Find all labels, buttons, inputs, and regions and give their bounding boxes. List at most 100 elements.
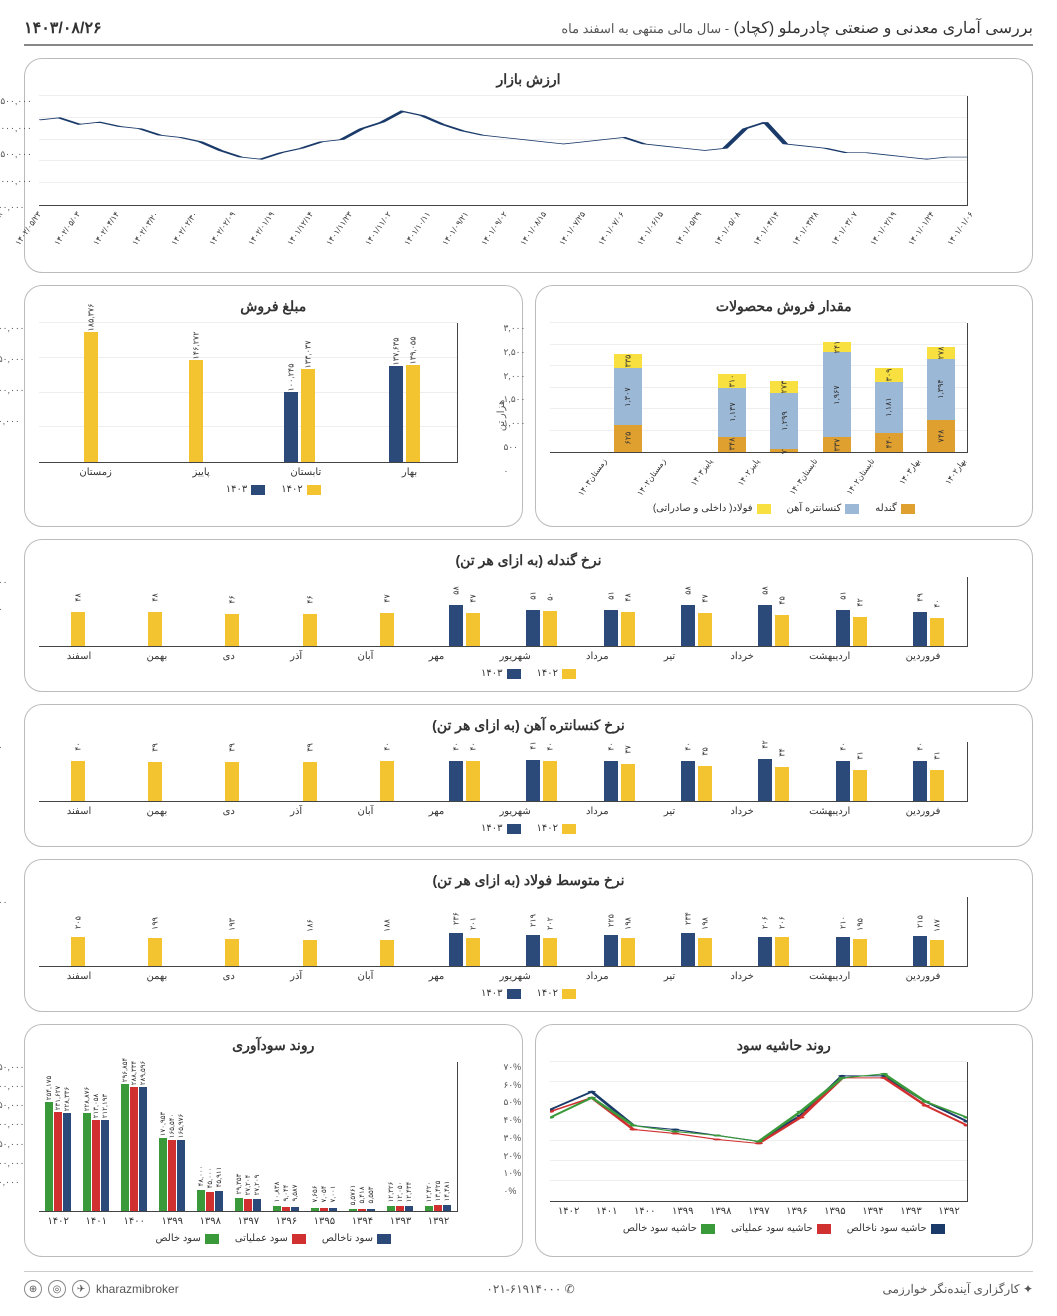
bar: ۲۳۴ bbox=[681, 933, 695, 966]
bar-group: ۴۶ bbox=[194, 614, 271, 646]
bar: ۲۹,۳۵۳ bbox=[235, 1198, 243, 1211]
phone-icon: ✆ bbox=[565, 1282, 575, 1296]
bar: ۱۶۵,۹۷۶ bbox=[177, 1140, 185, 1211]
y-tick: ۱۰۰ bbox=[0, 577, 8, 588]
bar-group: ۱۲,۴۳۴۱۲,۰۵۰۱۲,۳۲۶ bbox=[381, 1206, 419, 1211]
bar: ۲۱۰ bbox=[836, 937, 850, 966]
bar: ۲۲۸,۸۷۶ bbox=[83, 1113, 91, 1211]
bar: ۴۰ bbox=[449, 761, 463, 801]
y-tick: ۵۰ bbox=[0, 604, 3, 615]
stacked-bar: ۷۴۸۱,۳۹۴۲۷۸ bbox=[915, 347, 967, 452]
bar: ۷,۶۵۶ bbox=[311, 1208, 319, 1211]
bar-group: ۲۲۸,۳۳۶۲۳۱,۶۲۷۲۵۴,۱۷۵ bbox=[39, 1102, 77, 1211]
bar-group: ۴۰ bbox=[348, 761, 425, 801]
bar: ۱۲,۴۳۴ bbox=[405, 1206, 413, 1211]
bar: ۱۳۷,۶۳۵ bbox=[389, 366, 403, 462]
bar-group: ۱۹۸۲۳۴ bbox=[658, 933, 735, 966]
bar: ۲۵۴,۱۷۵ bbox=[45, 1102, 53, 1211]
x-label: آبان bbox=[357, 971, 373, 982]
bar: ۲۱۳,۰۵۸ bbox=[92, 1120, 100, 1211]
y-tick: ۲۰۰,۰۰۰ bbox=[0, 1119, 25, 1130]
bar: ۵۸ bbox=[681, 605, 695, 646]
instagram-icon[interactable]: ◎ bbox=[48, 1280, 66, 1298]
bar-group: ۴۸ bbox=[116, 612, 193, 646]
bar-group: ۲۰۲۲۱۹ bbox=[503, 935, 580, 966]
bar: ۷,۰۰۱ bbox=[329, 1208, 337, 1211]
bar: ۵۱ bbox=[526, 610, 540, 646]
bar-group: ۲۰۱۲۳۶ bbox=[426, 933, 503, 966]
bar: ۱۹۸ bbox=[698, 938, 712, 966]
legend-item: سود خالص bbox=[156, 1233, 219, 1244]
stacked-bar: ۷۳۱,۲۹۹۲۷۳ bbox=[758, 381, 810, 452]
x-label: خرداد bbox=[730, 971, 753, 982]
bar: ۳۴ bbox=[775, 767, 789, 801]
x-label: دی bbox=[223, 651, 235, 662]
bar: ۵۰ bbox=[543, 611, 557, 646]
x-label: اسفند bbox=[67, 651, 91, 662]
x-label: تیر bbox=[664, 806, 675, 817]
footer-social: kharazmibroker ✈ ◎ ⊕ bbox=[24, 1280, 179, 1298]
bar-group: ۱۸۵,۳۷۶ bbox=[39, 332, 143, 462]
bar: ۲۱۵ bbox=[913, 936, 927, 966]
bar: ۴۸ bbox=[148, 612, 162, 646]
bar-group: ۱۹۹ bbox=[116, 938, 193, 966]
bar: ۱۳,۴۲۵ bbox=[434, 1205, 442, 1211]
web-icon[interactable]: ⊕ bbox=[24, 1280, 42, 1298]
bar-group: ۱۳۹,۰۵۵۱۳۷,۶۳۵ bbox=[352, 365, 456, 462]
y-tick: ۵۰۰,۰۰۰ bbox=[0, 202, 25, 213]
profit-trend-panel: روند سودآوری ۳۵۰,۰۰۰۳۰۰,۰۰۰۲۵۰,۰۰۰۲۰۰,۰۰… bbox=[24, 1024, 523, 1257]
bar: ۳۱ bbox=[853, 770, 867, 801]
bar-group: ۱۹۸۲۲۵ bbox=[580, 935, 657, 967]
y-tick: ۲,۰۰۰,۰۰۰ bbox=[0, 123, 32, 134]
telegram-icon[interactable]: ✈ bbox=[72, 1280, 90, 1298]
bar: ۲۰۵ bbox=[71, 937, 85, 966]
bar: ۴۶ bbox=[303, 614, 317, 646]
pellet-rate-panel: نرخ گندله (به ازای هر تن) ۱۰۰۵۰۰ میلیون … bbox=[24, 539, 1033, 692]
bar-group: ۴۵۵۸ bbox=[735, 605, 812, 646]
social-handle: kharazmibroker bbox=[96, 1282, 179, 1296]
x-label: بهمن bbox=[147, 806, 168, 817]
bar: ۱۹۹ bbox=[148, 938, 162, 966]
steel-rate-panel: نرخ متوسط فولاد (به ازای هر تن) ۵۰۰۰ میل… bbox=[24, 859, 1033, 1012]
bar-group: ۴۵,۹۱۱۴۵,۰۰۰۴۸,۰۰۰ bbox=[191, 1190, 229, 1211]
bar: ۳۹ bbox=[225, 762, 239, 801]
bar: ۴۰ bbox=[930, 618, 944, 646]
bar-group: ۵۰۵۱ bbox=[503, 610, 580, 646]
x-label: ۱۳۹۶ bbox=[276, 1216, 297, 1227]
title-block: بررسی آماری معدنی و صنعتی چادرملو (کچاد)… bbox=[561, 18, 1033, 38]
bar: ۱۴,۴۸۱ bbox=[443, 1205, 451, 1211]
bar: ۴۲ bbox=[853, 617, 867, 646]
bar-group: ۲۷,۲۰۹۲۷,۲۰۴۲۹,۳۵۳ bbox=[229, 1198, 267, 1211]
x-label: پاییز bbox=[193, 467, 210, 478]
phone-text: ۰۲۱-۶۱۹۱۴۰۰۰ bbox=[486, 1282, 561, 1296]
bar: ۲۸۸,۳۳۴ bbox=[130, 1087, 138, 1211]
bar-group: ۷,۰۰۱۷,۰۵۴۷,۶۵۶ bbox=[305, 1208, 343, 1211]
bar-group: ۳۷۴۰ bbox=[580, 761, 657, 801]
y-tick: ۱,۰۰۰,۰۰۰ bbox=[0, 176, 32, 187]
x-label: ۱۳۹۵ bbox=[824, 1206, 845, 1217]
x-label: دی bbox=[223, 806, 235, 817]
x-label: پاییز۱۴۰۲ bbox=[736, 457, 786, 505]
bar-group: ۳۹ bbox=[116, 762, 193, 801]
x-label: مهر bbox=[429, 806, 444, 817]
bar-group: ۴۰۴۹ bbox=[890, 612, 967, 646]
bar: ۴۹ bbox=[913, 612, 927, 646]
x-label: ۱۳۹۲ bbox=[428, 1216, 449, 1227]
bar: ۴۰ bbox=[913, 761, 927, 801]
bar: ۴۰ bbox=[466, 761, 480, 801]
bar: ۱۲,۳۲۶ bbox=[387, 1206, 395, 1211]
bar-group: ۱۴,۴۸۱۱۳,۴۲۵۱۲,۴۲۰ bbox=[419, 1205, 457, 1211]
x-label: مرداد bbox=[586, 651, 609, 662]
x-label: آذر bbox=[290, 651, 302, 662]
stacked-bar: ۳۴۸۱,۱۳۷۳۱۰ bbox=[706, 374, 758, 452]
sales-amount-panel: مبلغ فروش ۲۰۰,۰۰۰۱۵۰,۰۰۰۱۰۰,۰۰۰۵۰,۰۰۰۰ م… bbox=[24, 285, 523, 527]
page-header: بررسی آماری معدنی و صنعتی چادرملو (کچاد)… bbox=[24, 18, 1033, 46]
sales-volume-title: مقدار فروش محصولات bbox=[550, 298, 1019, 315]
bar-group: ۳۵۴۰ bbox=[658, 761, 735, 801]
bar: ۴۰ bbox=[71, 761, 85, 801]
x-label: ۱۳۹۸ bbox=[710, 1206, 731, 1217]
x-label: تیر bbox=[664, 971, 675, 982]
bar: ۴۵,۹۱۱ bbox=[215, 1191, 223, 1211]
stacked-bar: ۴۴۰۱,۱۸۱۳۰۹ bbox=[863, 368, 915, 452]
legend-item: ۱۴۰۲ bbox=[281, 484, 320, 495]
